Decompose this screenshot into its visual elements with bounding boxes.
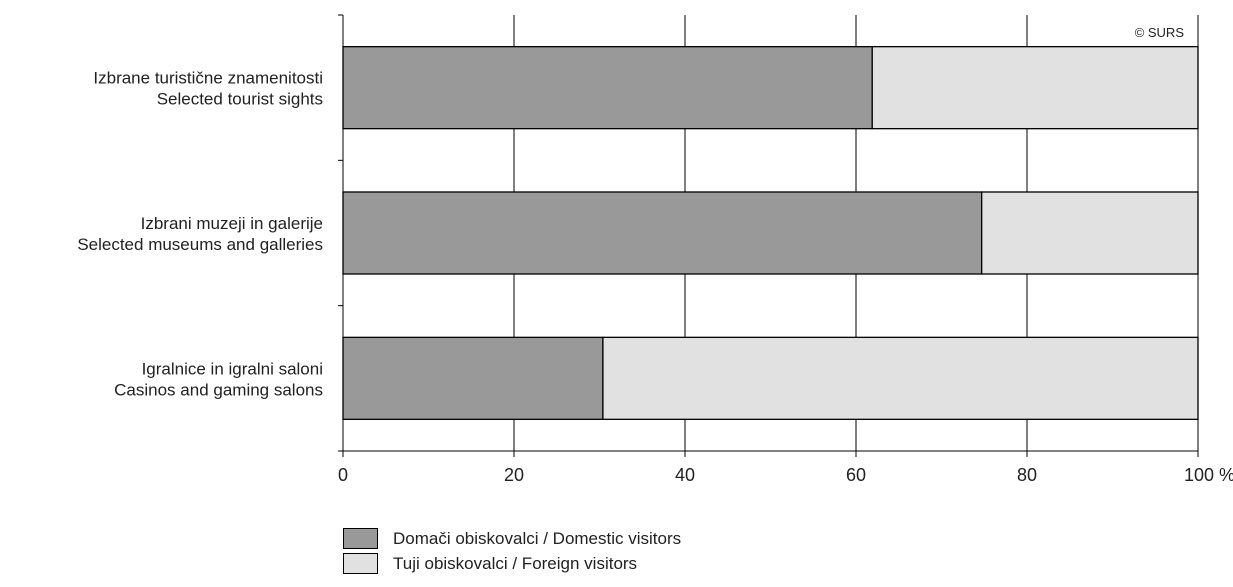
legend-label-foreign: Tuji obiskovalci / Foreign visitors [393,553,638,573]
legend-label-domestic: Domači obiskovalci / Domestic visitors [393,528,682,548]
category-label: Izbrani muzeji in galerije [141,214,323,233]
category-label: Selected museums and galleries [77,235,323,254]
x-tick-label: 0 [338,465,348,485]
category-label: Casinos and gaming salons [114,380,323,399]
legend-swatch-domestic [343,528,378,549]
bar-foreign-0 [871,46,1199,130]
legend-item-foreign: Tuji obiskovalci / Foreign visitors [343,551,681,576]
bar-domestic-0 [342,46,873,130]
x-tick-label: 80 [1017,465,1037,485]
bar-foreign-1 [981,191,1199,275]
category-label: Igralnice in igralni saloni [142,359,323,378]
x-tick-label: 20 [504,465,524,485]
bar-domestic-1 [342,191,983,275]
bar-domestic-2 [342,336,604,420]
x-tick-label: 40 [675,465,695,485]
copyright-label: © SURS [1135,25,1185,40]
category-label: Selected tourist sights [157,90,323,109]
legend: Domači obiskovalci / Domestic visitors T… [343,526,681,576]
legend-swatch-foreign [343,553,378,574]
legend-item-domestic: Domači obiskovalci / Domestic visitors [343,526,681,551]
bar-foreign-2 [602,336,1199,420]
x-tick-label: 100 % [1184,465,1233,485]
category-label: Izbrane turistične znamenitosti [93,69,323,88]
x-tick-label: 60 [846,465,866,485]
